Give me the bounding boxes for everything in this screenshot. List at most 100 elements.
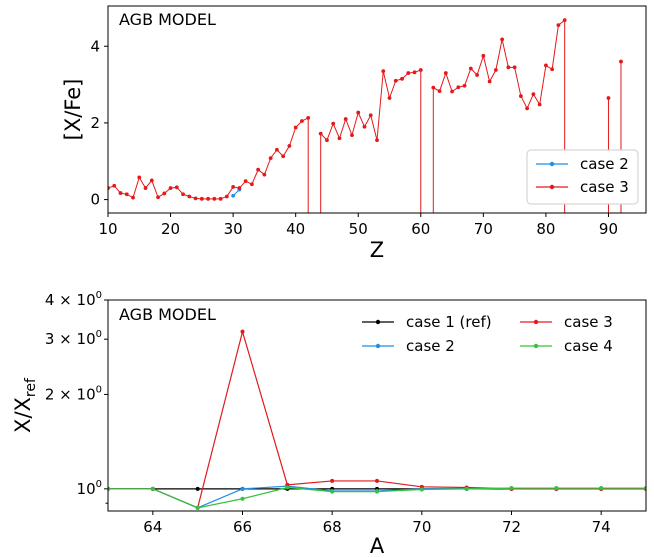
data-point xyxy=(462,83,467,88)
x-tick-label: 30 xyxy=(224,220,243,238)
data-point xyxy=(437,89,442,93)
data-point xyxy=(243,179,248,184)
data-point xyxy=(506,65,511,70)
x-tick-label: 64 xyxy=(143,518,162,536)
data-point xyxy=(137,175,142,180)
data-point xyxy=(240,329,245,334)
legend: case 2 case 3 xyxy=(526,149,639,205)
data-point xyxy=(531,92,536,97)
data-point xyxy=(162,191,167,196)
data-point xyxy=(554,486,559,491)
data-point xyxy=(387,96,392,100)
data-point xyxy=(206,196,210,201)
y-tick-mantissa: 10 xyxy=(77,480,96,498)
data-point xyxy=(518,94,523,98)
data-point xyxy=(337,136,342,141)
data-point xyxy=(443,71,448,75)
data-point xyxy=(468,66,473,71)
y-tick-label: 100 xyxy=(77,479,102,498)
data-point xyxy=(431,85,436,90)
data-point xyxy=(240,486,245,491)
data-point xyxy=(544,63,548,68)
data-point xyxy=(562,18,567,23)
data-point xyxy=(381,69,386,74)
data-point xyxy=(124,192,129,197)
x-axis-title: A xyxy=(370,534,385,558)
data-point xyxy=(481,53,486,58)
x-tick-label: 70 xyxy=(474,220,493,238)
data-point xyxy=(330,478,335,483)
plot-frame xyxy=(107,299,647,512)
legend-entry: case 4 xyxy=(564,337,613,355)
y-axis-title: X/Xref xyxy=(11,377,39,433)
data-point xyxy=(275,147,279,152)
data-point xyxy=(487,79,492,84)
legend-entry: case 2 xyxy=(580,155,629,173)
data-point xyxy=(306,116,311,120)
data-point xyxy=(606,96,611,100)
x-tick-label: 50 xyxy=(349,220,368,238)
data-point xyxy=(368,113,373,118)
legend-marker xyxy=(533,343,539,349)
chart-top-panel: 10 20 30 40 50 60 70 80 90 0 2 4 Z [X/Fe] AGB MODEL cas… xyxy=(61,5,647,262)
x-tick-label: 90 xyxy=(599,220,618,238)
x-tick-label: 68 xyxy=(323,518,342,536)
data-point xyxy=(231,185,236,189)
data-point xyxy=(293,125,298,130)
data-point xyxy=(406,71,411,75)
x-tick-label: 40 xyxy=(286,220,305,238)
data-point xyxy=(195,505,200,510)
data-point xyxy=(599,486,604,491)
legend: case 1 (ref) case 2 case 3 case 4 xyxy=(362,313,613,355)
legend-marker xyxy=(533,319,539,325)
data-point xyxy=(537,102,542,107)
x-tick-label: 66 xyxy=(233,518,252,536)
data-point xyxy=(300,119,304,123)
y-tick-label: 2 xyxy=(90,114,100,132)
y-axis-title-sub: ref xyxy=(23,377,39,397)
data-point xyxy=(456,85,461,90)
data-point xyxy=(475,73,479,77)
x-axis-title: Z xyxy=(370,238,384,262)
data-point xyxy=(375,478,379,483)
legend-entry: case 2 xyxy=(406,337,455,355)
data-point xyxy=(156,195,160,200)
y-tick-mantissa: 2 × 10 xyxy=(45,385,96,403)
data-point xyxy=(143,186,148,190)
data-point xyxy=(249,182,254,187)
data-point xyxy=(325,138,329,143)
data-point xyxy=(256,167,261,172)
data-point xyxy=(500,37,505,42)
data-point xyxy=(343,117,348,121)
data-point xyxy=(509,486,514,491)
y-tick-label: 4 × 100 xyxy=(45,290,102,309)
data-point xyxy=(149,178,154,183)
data-point xyxy=(556,23,561,28)
data-point xyxy=(362,124,367,129)
data-point xyxy=(199,196,204,201)
legend-entry: case 1 (ref) xyxy=(406,313,492,331)
data-point xyxy=(224,194,229,199)
x-tick-label: 10 xyxy=(98,220,117,238)
y-tick-exponent: 0 xyxy=(96,479,102,490)
panel-label: AGB MODEL xyxy=(119,305,216,324)
y-tick-exponent: 0 xyxy=(96,290,102,301)
y-tick-label: 0 xyxy=(90,191,100,209)
data-point xyxy=(268,156,273,161)
legend-entry: case 3 xyxy=(564,313,613,331)
y-tick-label: 4 xyxy=(90,37,100,55)
data-point xyxy=(240,496,245,501)
legend-marker xyxy=(375,343,381,349)
data-point xyxy=(393,78,398,83)
panel-label: AGB MODEL xyxy=(119,10,216,29)
data-point xyxy=(262,172,267,177)
data-point xyxy=(330,489,335,494)
legend-entry: case 3 xyxy=(580,178,629,196)
data-point xyxy=(174,185,179,190)
y-tick-exponent: 0 xyxy=(96,329,102,340)
data-point xyxy=(287,144,292,148)
data-point xyxy=(168,186,173,190)
data-point xyxy=(350,133,354,138)
data-point xyxy=(375,138,379,143)
